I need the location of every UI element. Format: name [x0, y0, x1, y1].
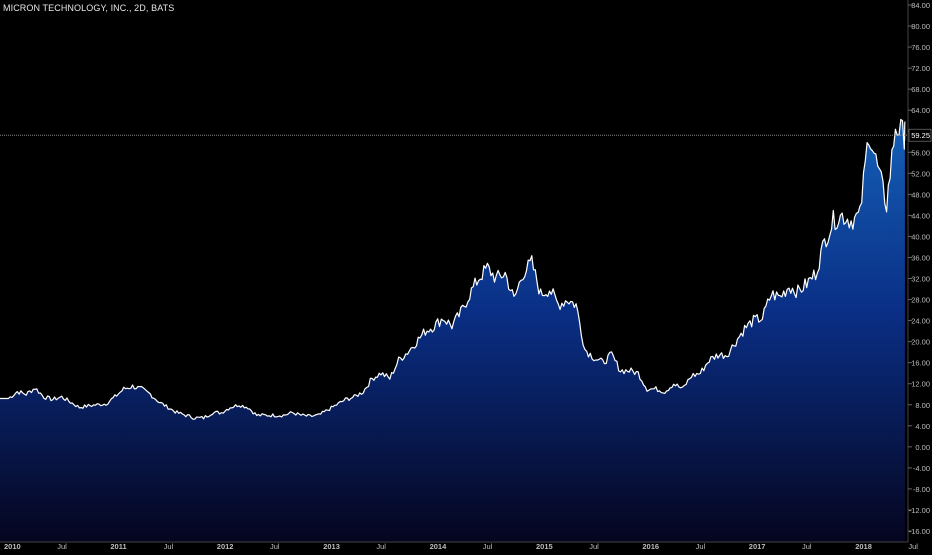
- y-tick-label: 0.00: [915, 443, 930, 452]
- x-tick-label: Jul: [270, 542, 280, 550]
- y-tick-label: 84.00: [911, 1, 930, 10]
- y-tick-label: 68.00: [911, 85, 930, 94]
- y-tick-label: 36.00: [911, 253, 930, 262]
- y-tick-label: 48.00: [911, 190, 930, 199]
- y-tick-label: 72.00: [911, 64, 930, 73]
- x-tick-label: 2010: [4, 542, 21, 550]
- last-price-label: 59.25: [911, 131, 930, 140]
- x-tick-label: 2017: [749, 542, 766, 550]
- price-line: [0, 118, 906, 420]
- y-tick-label: -12.00: [909, 506, 930, 515]
- price-area-fill: [0, 119, 905, 542]
- x-tick-label: 2014: [430, 542, 448, 550]
- y-tick-label: -8.00: [913, 485, 930, 494]
- y-tick-label: 20.00: [911, 338, 930, 347]
- x-axis: 2010 Jul 2011 Jul 2012 Jul 2013 Jul 2014 Jul 2015 J…: [0, 541, 918, 551]
- y-tick-label: 40.00: [911, 232, 930, 241]
- y-tick-label: 12.00: [911, 380, 930, 389]
- x-tick-label: Jul: [483, 542, 493, 550]
- y-tick-label: 24.00: [911, 317, 930, 326]
- chart-title: MICRON TECHNOLOGY, INC., 2D, BATS: [3, 3, 175, 13]
- y-tick-label: 80.00: [911, 22, 930, 31]
- y-tick-label: 16.00: [911, 359, 930, 368]
- x-tick-label: 2015: [536, 542, 553, 550]
- y-tick-label: -4.00: [913, 464, 930, 473]
- y-tick-label: 64.00: [911, 106, 930, 115]
- x-tick-label: Jul: [589, 542, 599, 550]
- y-tick-label: 4.00: [915, 422, 930, 431]
- y-axis: 84.0080.0076.0072.0068.0064.0060.0056.00…: [907, 0, 930, 542]
- y-tick-label: 76.00: [911, 43, 930, 52]
- x-tick-label: 2016: [642, 542, 659, 550]
- y-tick-label: 8.00: [915, 401, 930, 410]
- x-tick-label: 2011: [110, 542, 126, 550]
- y-tick-label: 52.00: [911, 169, 930, 178]
- y-tick-label: 56.00: [911, 148, 930, 157]
- x-tick-label: Jul: [164, 542, 174, 550]
- y-tick-label: 28.00: [911, 296, 930, 305]
- x-tick-label: 2018: [855, 542, 872, 550]
- last-price-badge: [908, 128, 932, 142]
- x-tick-label: 2013: [323, 542, 340, 550]
- y-tick-label: -16.00: [909, 527, 930, 536]
- y-tick-label: 44.00: [911, 211, 930, 220]
- x-tick-label: Jul: [696, 542, 706, 550]
- x-tick-label: Jul: [57, 542, 67, 550]
- x-tick-label: Jul: [908, 542, 918, 550]
- x-tick-label: Jul: [802, 542, 812, 550]
- x-tick-label: 2012: [217, 542, 234, 550]
- x-tick-label: Jul: [376, 542, 386, 550]
- y-tick-label: 32.00: [911, 275, 930, 284]
